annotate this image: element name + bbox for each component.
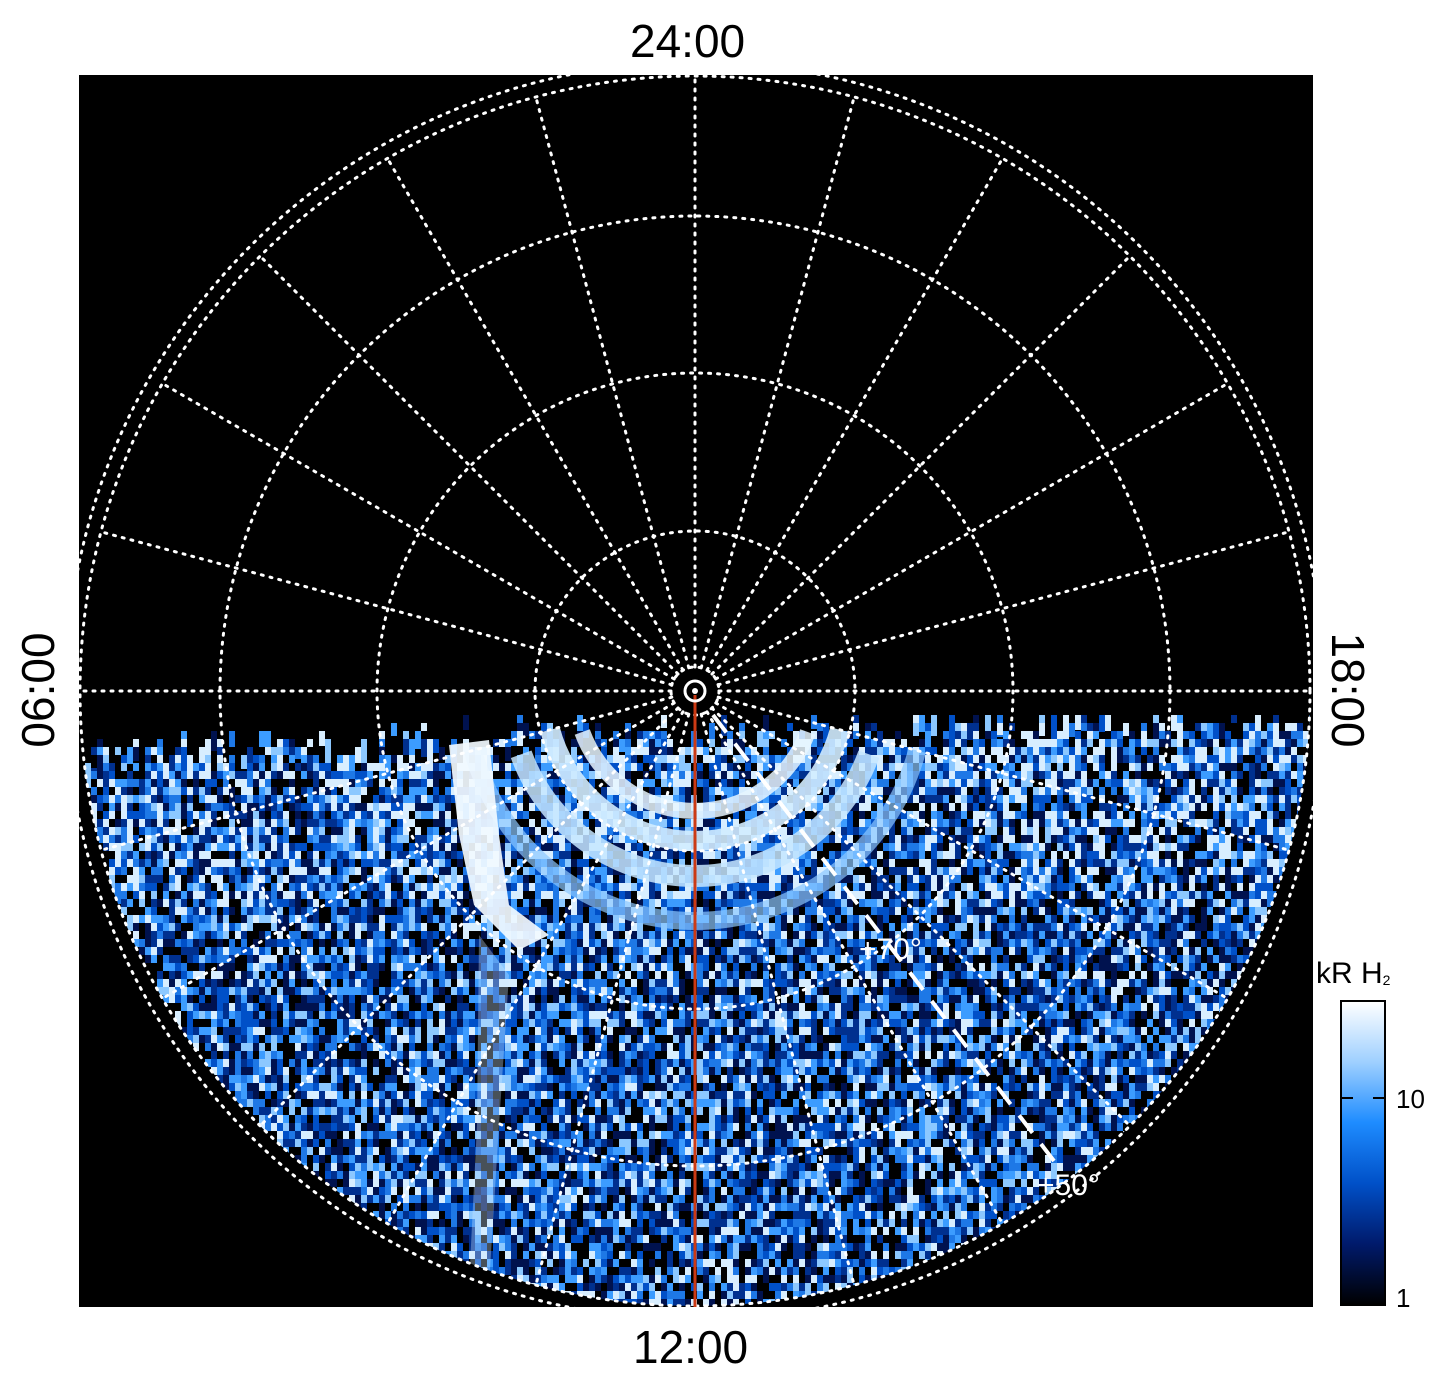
colorbar-title: kR H2 — [1316, 957, 1391, 990]
latitude-label-70: +70° — [859, 933, 922, 966]
local-time-label-noon: 12:00 — [633, 1321, 749, 1373]
local-time-label-midnight: 24:00 — [630, 15, 746, 67]
latitude-label-50: +50° — [1037, 1169, 1100, 1202]
colorbar-tick-10: 10 — [1396, 1084, 1425, 1114]
local-time-label-dusk: 18:00 — [1322, 632, 1374, 748]
lat-lon-grid — [79, 75, 1313, 1307]
trajectory-dashed-line — [711, 713, 1056, 1163]
colorbar — [1340, 1000, 1386, 1306]
polar-projection-map: +70° +50° — [79, 75, 1313, 1307]
colorbar-tick-1: 1 — [1396, 1283, 1411, 1313]
pole-marker-center — [692, 688, 698, 694]
pole-marker — [683, 679, 707, 703]
local-time-label-dawn: 06:00 — [12, 632, 64, 748]
